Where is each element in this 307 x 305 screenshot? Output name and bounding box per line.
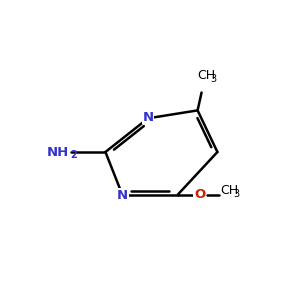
Text: CH: CH bbox=[198, 69, 216, 82]
Text: 3: 3 bbox=[233, 188, 239, 199]
Text: N: N bbox=[142, 111, 154, 124]
Text: N: N bbox=[117, 189, 128, 202]
Text: CH: CH bbox=[220, 184, 239, 197]
Text: 2: 2 bbox=[70, 150, 76, 160]
Text: 3: 3 bbox=[211, 74, 217, 84]
Text: NH: NH bbox=[47, 145, 69, 159]
Text: O: O bbox=[194, 188, 205, 201]
